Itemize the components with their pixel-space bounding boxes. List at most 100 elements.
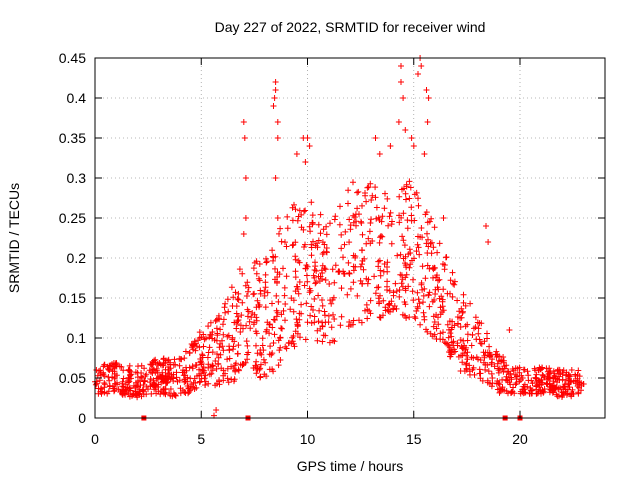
data-point xyxy=(294,330,301,337)
data-point xyxy=(247,325,254,332)
data-point xyxy=(451,281,458,288)
data-point xyxy=(375,263,382,270)
data-point xyxy=(326,281,333,287)
data-point xyxy=(385,222,392,229)
data-point xyxy=(347,285,354,292)
data-point xyxy=(278,325,284,332)
data-point xyxy=(396,193,403,200)
data-point xyxy=(130,391,137,398)
y-tick-label: 0.4 xyxy=(67,90,87,106)
data-point xyxy=(213,325,220,332)
data-point xyxy=(423,87,430,93)
data-point xyxy=(196,379,203,386)
data-point xyxy=(424,119,431,125)
data-point xyxy=(301,208,307,215)
data-point xyxy=(113,361,120,368)
data-point xyxy=(396,287,403,293)
data-point xyxy=(374,284,380,291)
data-point xyxy=(176,355,183,362)
data-point xyxy=(378,218,385,225)
data-point xyxy=(251,319,258,326)
data-point xyxy=(403,264,410,271)
data-point xyxy=(230,294,237,301)
data-point xyxy=(319,297,325,303)
data-point xyxy=(253,330,260,337)
data-point xyxy=(294,283,301,290)
data-point xyxy=(328,300,335,307)
data-point xyxy=(183,367,190,374)
data-point xyxy=(101,384,108,391)
data-point xyxy=(280,307,287,314)
data-point xyxy=(380,297,387,304)
data-point xyxy=(413,308,420,314)
data-point xyxy=(484,362,491,368)
data-point xyxy=(292,206,299,213)
data-point xyxy=(293,151,300,157)
data-point xyxy=(450,338,457,345)
data-point xyxy=(138,393,145,400)
data-point xyxy=(292,268,299,275)
data-point xyxy=(304,319,311,326)
data-point xyxy=(307,287,314,294)
data-point xyxy=(198,361,205,368)
data-point xyxy=(350,179,356,186)
data-point xyxy=(506,327,513,333)
data-point xyxy=(491,363,498,370)
data-point xyxy=(316,307,323,314)
data-point xyxy=(550,387,557,394)
data-point xyxy=(401,242,408,249)
data-point xyxy=(396,293,403,300)
data-point xyxy=(406,314,413,321)
data-point xyxy=(274,135,281,141)
data-point xyxy=(411,313,418,320)
data-point xyxy=(278,238,285,245)
data-point xyxy=(446,344,453,351)
data-point xyxy=(454,340,461,347)
data-point xyxy=(493,354,500,360)
data-point xyxy=(363,301,370,308)
data-point xyxy=(303,272,310,279)
data-point xyxy=(519,375,526,381)
data-point xyxy=(525,372,532,379)
data-point xyxy=(338,285,345,292)
data-point xyxy=(402,274,409,281)
data-point xyxy=(290,308,297,315)
data-point xyxy=(257,374,264,381)
data-point xyxy=(231,319,238,326)
data-point xyxy=(355,188,362,195)
data-point xyxy=(424,230,430,237)
data-point xyxy=(235,296,242,303)
data-point xyxy=(262,359,269,366)
data-point xyxy=(127,385,134,392)
data-point xyxy=(484,335,490,342)
data-point xyxy=(259,342,266,349)
data-point xyxy=(151,380,157,387)
data-point xyxy=(191,386,198,392)
data-point xyxy=(239,299,246,306)
data-point xyxy=(496,385,503,392)
data-point xyxy=(441,262,448,268)
data-point xyxy=(464,331,471,338)
data-point xyxy=(431,319,438,325)
data-point xyxy=(479,377,486,384)
data-point xyxy=(295,290,302,297)
data-point xyxy=(365,235,372,242)
data-point xyxy=(136,388,143,395)
data-point xyxy=(240,325,246,332)
data-point xyxy=(408,212,415,219)
data-point xyxy=(330,337,336,344)
data-point xyxy=(406,178,413,185)
data-point xyxy=(367,220,374,226)
data-point xyxy=(489,375,496,381)
data-point xyxy=(308,252,315,259)
data-point xyxy=(283,243,290,250)
data-point xyxy=(485,239,492,245)
data-point xyxy=(234,313,241,320)
data-point xyxy=(304,278,311,285)
data-point xyxy=(363,275,370,282)
data-point xyxy=(498,358,505,365)
data-point xyxy=(416,251,423,258)
data-point xyxy=(426,303,433,310)
data-point xyxy=(121,390,127,397)
data-point xyxy=(382,190,388,197)
